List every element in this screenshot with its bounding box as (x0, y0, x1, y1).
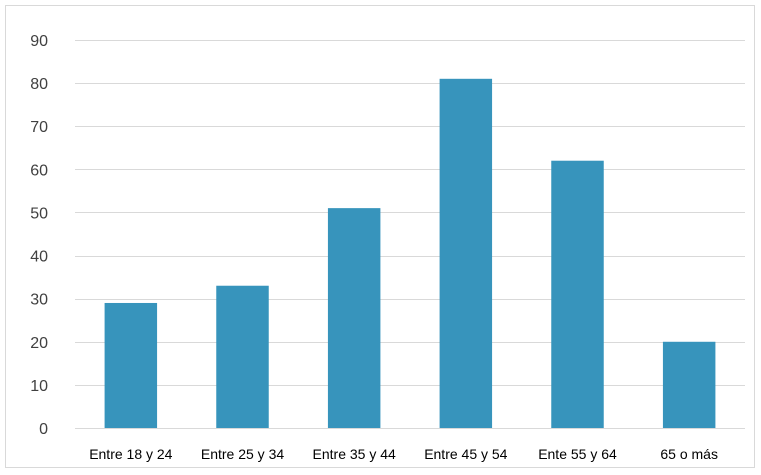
y-axis-tick-labels: 0 10 20 30 40 50 60 70 80 90 (30, 33, 48, 438)
bar-3 (439, 78, 493, 429)
bar-0 (104, 302, 158, 428)
x-category-label: Ente 55 y 64 (538, 446, 617, 462)
bars (104, 78, 716, 429)
bar-2 (327, 208, 381, 428)
x-category-label: Entre 45 y 54 (424, 446, 507, 462)
y-tick-label: 20 (30, 335, 48, 352)
x-category-label: Entre 18 y 24 (89, 446, 172, 462)
bar-4 (551, 160, 604, 428)
y-tick-label: 10 (30, 378, 48, 395)
y-tick-label: 80 (30, 76, 48, 93)
x-axis-category-labels: Entre 18 y 24 Entre 25 y 34 Entre 35 y 44 E… (89, 446, 718, 462)
x-category-label: Entre 25 y 34 (201, 446, 284, 462)
y-tick-label: 60 (30, 162, 48, 179)
y-tick-label: 0 (39, 421, 48, 438)
x-category-label: 65 o más (660, 446, 718, 462)
y-tick-label: 70 (30, 119, 48, 136)
y-tick-label: 90 (30, 33, 48, 50)
y-tick-label: 30 (30, 292, 48, 309)
bar-5 (662, 341, 716, 428)
gridlines (75, 40, 745, 429)
y-tick-label: 40 (30, 249, 48, 266)
bar-1 (216, 285, 269, 428)
y-tick-label: 50 (30, 205, 48, 222)
x-category-label: Entre 35 y 44 (313, 446, 396, 462)
